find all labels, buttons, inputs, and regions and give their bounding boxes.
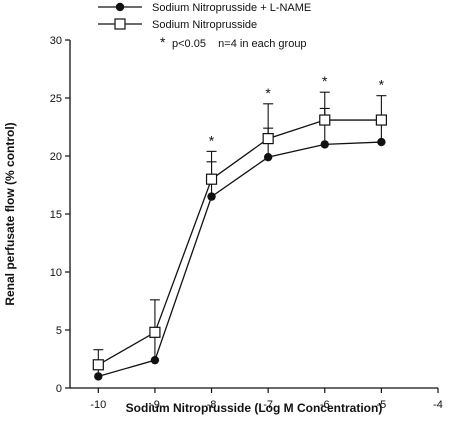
point-s1-2 [207, 192, 216, 201]
x-tick-label-3: -7 [263, 399, 273, 411]
y-tick-label-5: 25 [50, 93, 62, 105]
point-s1-3 [263, 152, 273, 162]
x-tick-label-5: -5 [376, 399, 386, 411]
significance-star-0: * [209, 132, 215, 148]
note-star: * [160, 34, 166, 50]
point-s2-2 [205, 173, 218, 185]
x-tick-label-6: -4 [433, 399, 443, 411]
series-layer [92, 91, 387, 381]
point-s1-4 [320, 140, 329, 149]
point-s2-5 [375, 114, 387, 126]
series-line-2 [97, 119, 382, 366]
legend: Sodium Nitroprusside + L-NAME Sodium Nit… [98, 2, 311, 50]
point-s1-5 [377, 137, 386, 147]
legend-label-series-2: Sodium Nitroprusside [152, 19, 257, 31]
x-tick-label-2: -8 [207, 399, 217, 411]
legend-label-series-1: Sodium Nitroprusside + L-NAME [152, 2, 311, 14]
legend-marker-series-2 [114, 18, 126, 30]
series-line-1 [98, 141, 382, 378]
point-s2-3 [262, 133, 274, 145]
y-tick-label-1: 5 [56, 325, 62, 337]
y-tick-label-2: 10 [50, 267, 62, 279]
x-tick-label-1: -9 [150, 399, 160, 411]
significance-star-1: * [265, 85, 271, 101]
y-tick-label-0: 0 [56, 383, 62, 395]
y-axis-title: Renal perfusate flow (% control) [3, 122, 17, 305]
x-ticks: -10 -9 -8 -7 -6 -5 -4 [90, 388, 443, 411]
series-1 [93, 107, 387, 381]
significance-star-3: * [379, 77, 385, 93]
series-2 [92, 91, 387, 371]
legend-marker-series-1 [115, 2, 125, 12]
note-text: p<0.05 n=4 in each group [172, 38, 307, 50]
point-s1-1 [150, 355, 160, 365]
significance-star-2: * [322, 73, 328, 89]
point-s2-1 [149, 326, 161, 338]
x-tick-label-4: -6 [320, 399, 330, 411]
y-ticks: 0 5 10 15 20 25 30 [50, 35, 70, 395]
y-tick-label-3: 15 [50, 209, 62, 221]
significance-marks: * * * * [209, 73, 385, 148]
x-axis-title: Sodium Nitroprusside (Log M Concentratio… [126, 401, 383, 415]
y-tick-label-4: 20 [50, 151, 62, 163]
point-s2-4 [319, 114, 331, 126]
point-s1-0 [94, 372, 103, 381]
point-s2-0 [92, 359, 104, 371]
x-tick-label-0: -10 [90, 399, 106, 411]
y-tick-label-6: 30 [50, 35, 62, 47]
